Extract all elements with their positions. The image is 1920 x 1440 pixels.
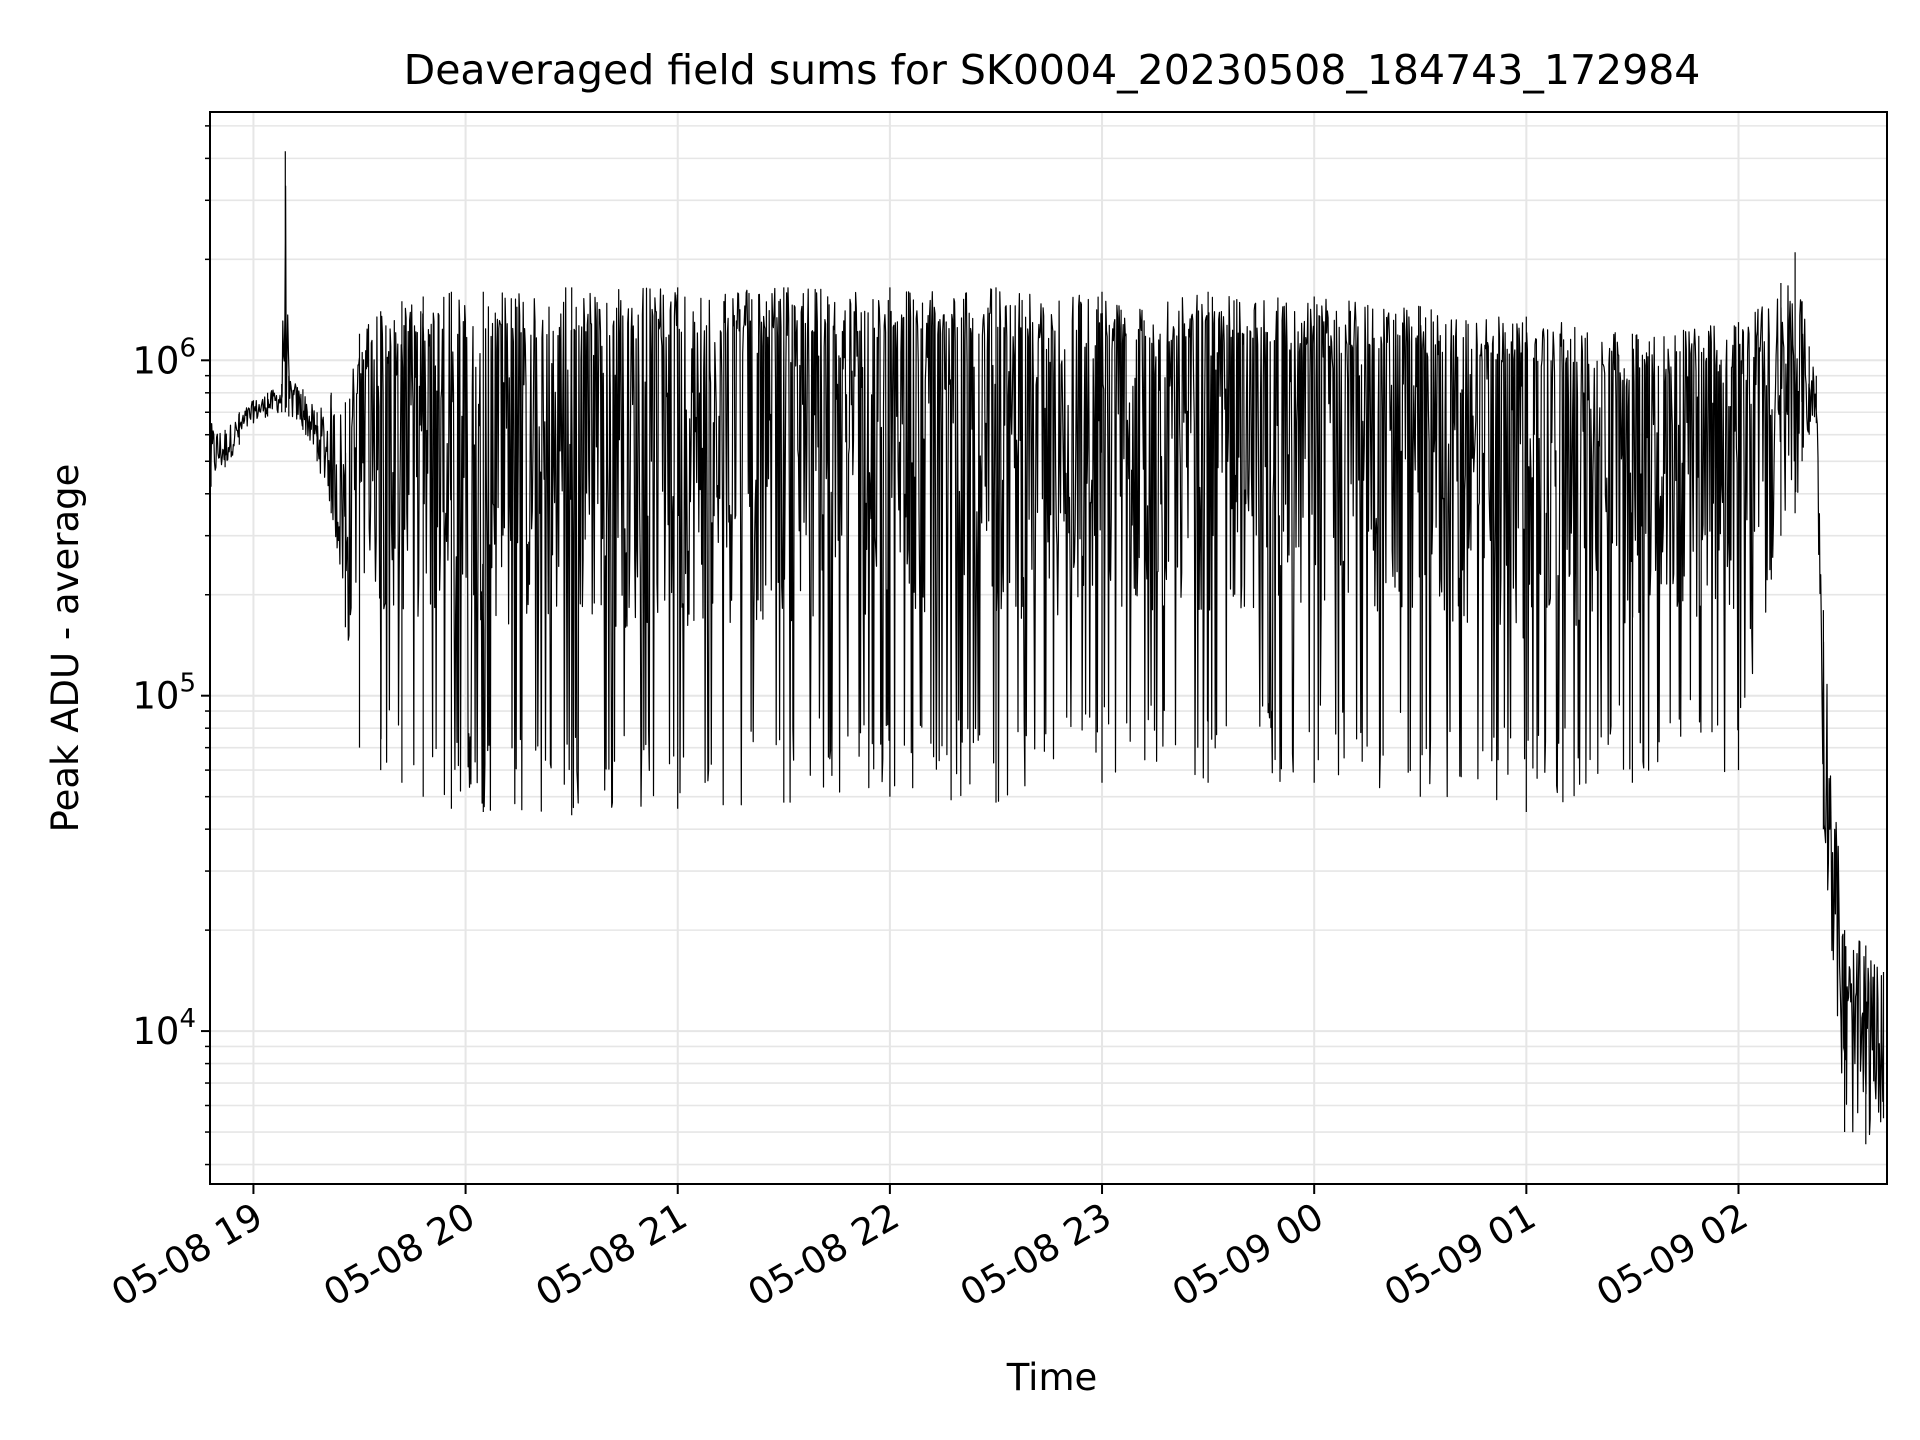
y-axis-label: Peak ADU - average xyxy=(44,464,87,833)
plot-frame xyxy=(209,111,1888,1185)
series-line xyxy=(210,151,1885,1145)
data-series xyxy=(210,151,1885,1145)
y-tick-label: 106 xyxy=(132,333,196,382)
y-tick-label: 104 xyxy=(132,1004,196,1053)
x-axis-label: Time xyxy=(1006,1356,1098,1399)
chart-title: Deaveraged field sums for SK0004_2023050… xyxy=(404,46,1701,94)
y-axis: 104 105 106 xyxy=(132,125,210,1166)
y-tick-label: 105 xyxy=(132,669,196,718)
